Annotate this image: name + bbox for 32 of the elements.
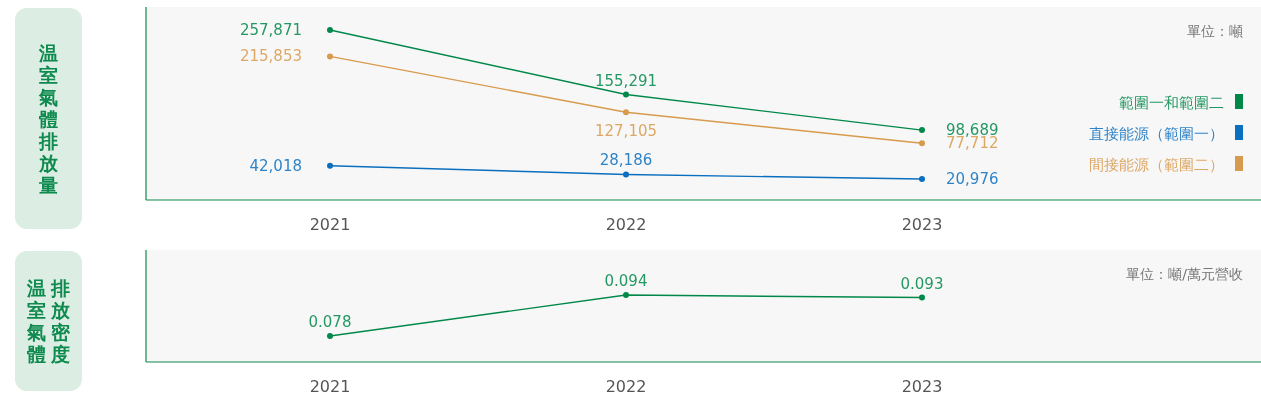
data-label: 257,871 [239,21,302,39]
point [919,127,925,134]
legend-label: 直接能源（範圍一） [1089,125,1224,143]
point [623,91,629,98]
point [327,27,333,33]
x-tick-label: 2022 [605,215,647,234]
x-tick-label: 2023 [901,377,943,396]
data-label: 215,853 [239,47,302,66]
data-label: 0.078 [308,313,352,331]
data-label: 0.094 [604,272,648,290]
legend-label: 範圍一和範圍二 [1119,94,1224,112]
data-label: 155,291 [594,71,658,90]
y-axis-title: 温室氣體排放量 [38,41,59,196]
point [623,109,629,116]
point [327,53,333,60]
data-label: 20,976 [946,170,999,188]
x-tick-label: 2021 [309,377,351,396]
point [623,171,629,178]
text: 單位：噸/萬元營收 [1126,266,1243,282]
text: 單位：噸 [1187,23,1243,39]
text: 温室氣體排放密度 [27,277,70,365]
point [327,162,333,169]
data-label: 127,105 [594,122,658,141]
data-label: 0.093 [900,274,944,293]
x-tick-label: 2021 [309,215,351,234]
point [919,140,925,147]
x-tick-label: 2023 [901,215,943,234]
legend-label: 間接能源（範圍二） [1089,156,1224,174]
point [919,176,925,182]
data-label: 42,018 [249,156,302,175]
data-label: 28,186 [599,151,653,170]
x-tick-label: 2022 [605,377,647,396]
